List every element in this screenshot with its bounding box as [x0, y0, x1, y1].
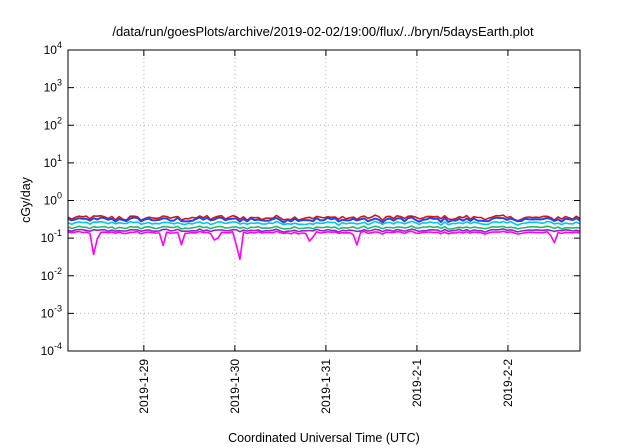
- y-tick-label: 10-4: [41, 341, 62, 358]
- series-line: [67, 216, 581, 224]
- series-line: [67, 230, 581, 261]
- y-tick-label: 10-2: [41, 266, 62, 283]
- y-tick-label: 10-3: [41, 303, 62, 320]
- series-line: [67, 220, 581, 227]
- x-tick-label: 2019-1-29: [137, 359, 151, 414]
- y-axis-label: cGy/day: [19, 176, 33, 223]
- series-group: [67, 214, 581, 261]
- series-line: [67, 228, 581, 233]
- x-axis-label: Coordinated Universal Time (UTC): [228, 431, 420, 445]
- series-line: [67, 214, 581, 222]
- y-tick-label: 10-1: [41, 228, 62, 245]
- y-axis: 10-4 10-3 10-2 10-1 100 101 102 103 104: [41, 40, 580, 358]
- y-tick-label: 104: [44, 40, 62, 57]
- x-tick-label: 2019-1-30: [228, 359, 242, 414]
- x-axis: 2019-1-29 2019-1-30 2019-1-31 2019-2-1 2019-…: [137, 50, 515, 414]
- series-line: [67, 225, 581, 230]
- y-tick-label: 103: [44, 78, 62, 95]
- x-tick-label: 2019-2-1: [410, 359, 424, 407]
- y-tick-label: 101: [44, 153, 62, 170]
- y-tick-label: 102: [44, 115, 62, 132]
- x-tick-label: 2019-2-2: [501, 359, 515, 407]
- x-tick-label: 2019-1-31: [319, 359, 333, 414]
- y-tick-label: 100: [44, 191, 62, 208]
- gridlines: [68, 50, 580, 351]
- chart-title: /data/run/goesPlots/archive/2019-02-02/1…: [112, 24, 534, 39]
